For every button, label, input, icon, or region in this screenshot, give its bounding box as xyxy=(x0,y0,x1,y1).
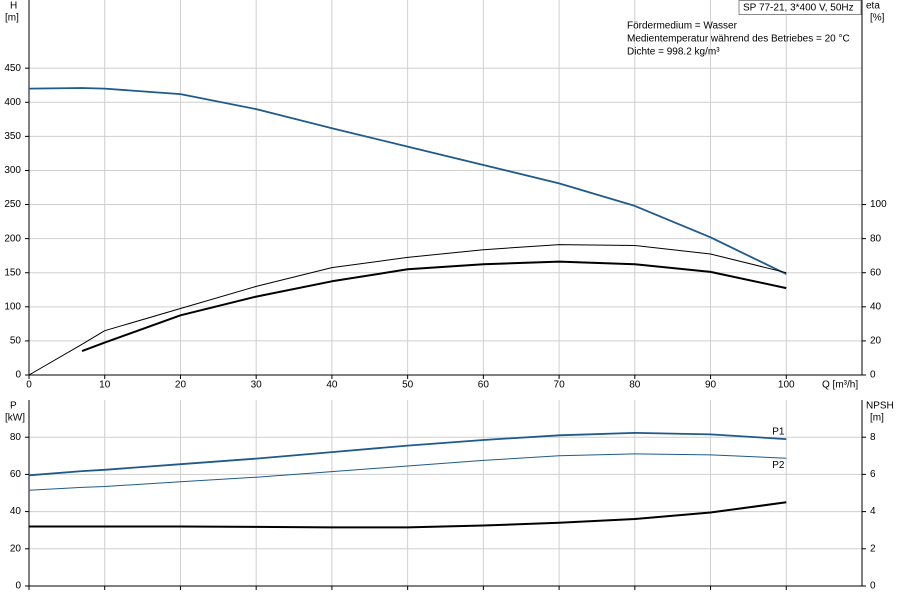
y-tick-label: 60 xyxy=(10,469,22,480)
y2-tick-label: 4 xyxy=(870,506,876,517)
x-tick-label: 60 xyxy=(478,380,490,391)
y2-tick-label: 100 xyxy=(870,199,887,210)
note: Dichte = 998.2 kg/m³ xyxy=(627,47,720,58)
x-tick-label: 40 xyxy=(326,380,338,391)
y2-tick-label: 60 xyxy=(870,267,882,278)
x-tick-label: 90 xyxy=(705,380,717,391)
y2-tick-label: 0 xyxy=(870,370,876,381)
y-unit: [m] xyxy=(5,13,19,24)
curve xyxy=(28,87,787,275)
y-tick-label: 250 xyxy=(4,199,21,210)
y-tick-label: 350 xyxy=(4,131,21,142)
x-tick-label: 100 xyxy=(778,380,795,391)
y-tick-label: 450 xyxy=(4,63,21,74)
y2-tick-label: 8 xyxy=(870,432,876,443)
note: Fördermedium = Wasser xyxy=(627,21,738,32)
y2-tick-label: 20 xyxy=(870,336,882,347)
x-tick-label: 20 xyxy=(175,380,187,391)
curve xyxy=(28,244,787,376)
y2-tick-label: 6 xyxy=(870,469,876,480)
y-tick-label: 0 xyxy=(15,370,21,381)
series-label: P2 xyxy=(772,460,785,471)
y-unit: [kW] xyxy=(5,413,25,424)
y-tick-label: 80 xyxy=(10,432,22,443)
x-tick-label: 30 xyxy=(251,380,263,391)
curve xyxy=(28,432,787,477)
y-label: P xyxy=(10,401,17,412)
y-tick-label: 50 xyxy=(10,336,22,347)
note: Medientemperatur während des Betriebes =… xyxy=(627,34,850,45)
y2-tick-label: 80 xyxy=(870,233,882,244)
series-label: P1 xyxy=(772,427,785,438)
y-tick-label: 100 xyxy=(4,301,21,312)
curve xyxy=(81,260,787,353)
curve xyxy=(29,501,787,529)
y2-unit: [m] xyxy=(870,413,884,424)
y-tick-label: 200 xyxy=(4,233,21,244)
model: SP 77-21, 3*400 V, 50Hz xyxy=(743,3,854,14)
x-tick-label: 50 xyxy=(402,380,414,391)
y-label: H xyxy=(10,1,17,12)
x-tick-label: 10 xyxy=(99,380,111,391)
x-tick-label: 80 xyxy=(629,380,641,391)
y2-unit: [%] xyxy=(870,13,885,24)
x-label: Q [m³/h] xyxy=(822,380,858,391)
curve xyxy=(28,453,787,491)
y2-label: eta xyxy=(866,1,880,12)
y2-tick-label: 40 xyxy=(870,301,882,312)
y2-label: NPSH xyxy=(866,401,894,412)
y-tick-label: 0 xyxy=(15,581,21,592)
y2-tick-label: 2 xyxy=(870,543,876,554)
x-tick-label: 70 xyxy=(554,380,566,391)
y-tick-label: 40 xyxy=(10,506,22,517)
y-tick-label: 300 xyxy=(4,165,21,176)
x-tick-label: 0 xyxy=(26,380,32,391)
y-tick-label: 20 xyxy=(10,543,22,554)
model-box xyxy=(738,0,862,15)
y2-tick-label: 0 xyxy=(870,581,876,592)
y-tick-label: 400 xyxy=(4,97,21,108)
y-tick-label: 150 xyxy=(4,267,21,278)
